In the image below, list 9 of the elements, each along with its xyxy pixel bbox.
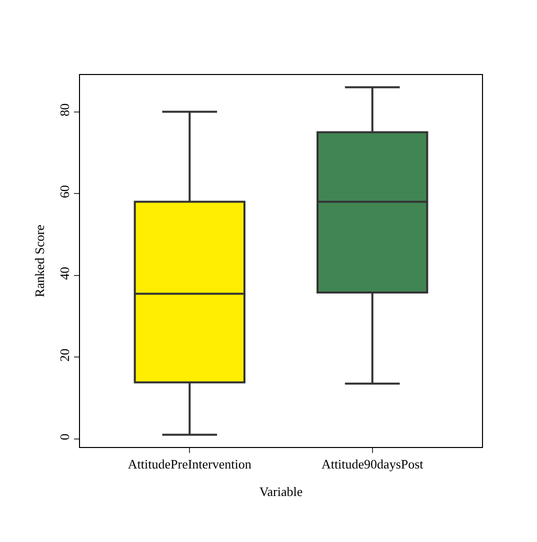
- y-axis-title: Ranked Score: [32, 224, 47, 298]
- y-tick-label: 60: [56, 185, 72, 198]
- y-tick-label: 80: [56, 103, 72, 116]
- x-axis-title: Variable: [259, 484, 303, 499]
- y-tick-label: 0: [56, 434, 72, 440]
- x-tick-label: AttitudePreIntervention: [128, 456, 252, 472]
- y-tick-label: 40: [56, 266, 72, 280]
- y-tick-label: 20: [56, 348, 72, 362]
- x-tick-label: Attitude90daysPost: [321, 456, 424, 472]
